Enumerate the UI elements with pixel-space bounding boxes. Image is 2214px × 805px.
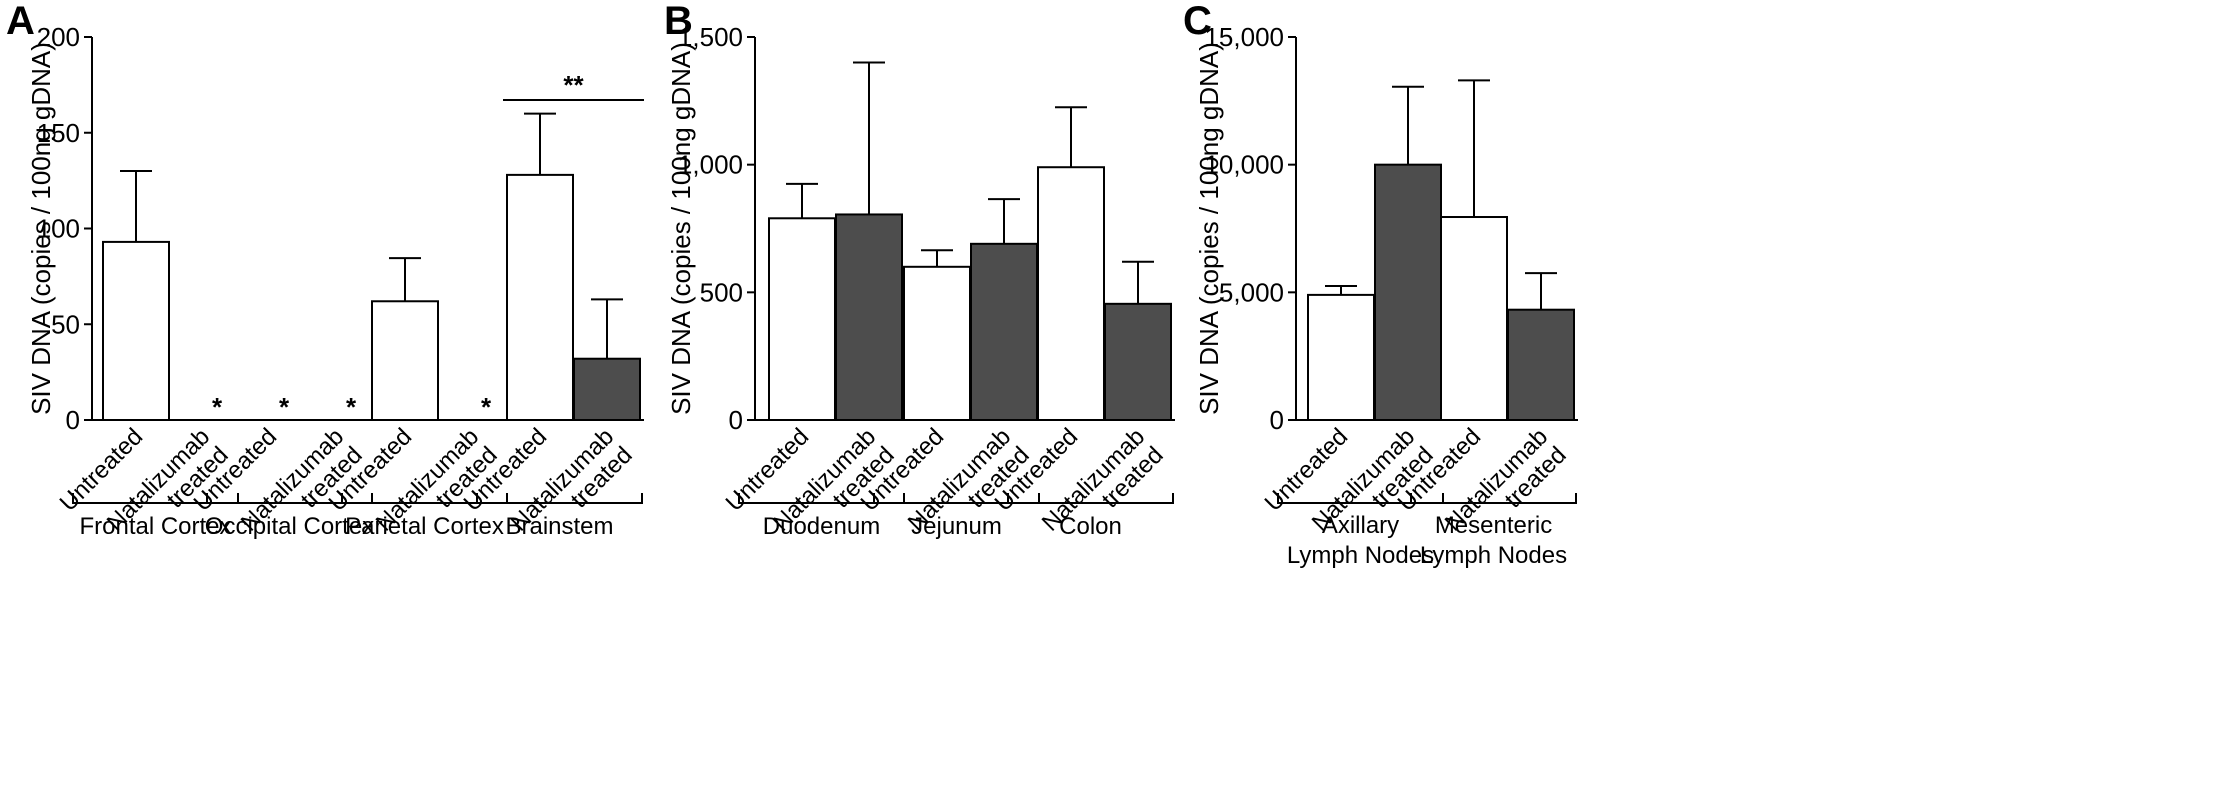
bar (506, 173, 574, 421)
significance-star: * (481, 392, 492, 422)
y-tick-label: 150 (37, 118, 80, 148)
y-tick-label: 50 (51, 309, 80, 339)
group-label: Jejunum (911, 513, 1002, 540)
bar (371, 300, 439, 421)
y-tick-label: 5,000 (1219, 277, 1284, 307)
bar (102, 240, 170, 421)
group-label: Axillary (1322, 512, 1399, 539)
group-bracket (1410, 493, 1577, 504)
y-tick-label: 1,000 (678, 150, 743, 180)
bar (768, 217, 836, 421)
y-tick-label: 15,000 (1204, 22, 1284, 52)
y-tick-label: 100 (37, 214, 80, 244)
significance-star: * (346, 392, 357, 422)
group-bracket (1007, 493, 1174, 504)
bar (903, 265, 971, 421)
bar (835, 213, 903, 421)
bar (1374, 163, 1442, 421)
y-tick-label: 200 (37, 22, 80, 52)
group-label: Occipital Cortex (205, 513, 374, 540)
panel-letter: A (6, 0, 35, 43)
group-label: Colon (1059, 513, 1122, 540)
bar (970, 242, 1038, 421)
panel-letter: B (664, 0, 693, 43)
bar (1104, 302, 1172, 421)
group-label: Duodenum (763, 513, 880, 540)
group-label: Brainstem (505, 513, 613, 540)
group-bracket (72, 493, 239, 504)
panel-letter: C (1183, 0, 1212, 43)
y-axis-title: SIV DNA (copies / 100ng gDNA) (26, 42, 56, 415)
group-bracket (476, 493, 643, 504)
group-label: Mesenteric (1435, 512, 1552, 539)
y-axis-title: SIV DNA (copies / 100ng gDNA) (666, 42, 696, 415)
bar (1440, 216, 1508, 421)
y-tick-label: 500 (700, 277, 743, 307)
significance-star: * (279, 392, 290, 422)
group-label: Lymph Nodes (1287, 542, 1434, 569)
y-tick-label: 0 (66, 405, 80, 435)
bar (1037, 166, 1105, 421)
bar (1307, 293, 1375, 421)
group-bracket (738, 493, 905, 504)
bar (573, 357, 641, 421)
y-tick-label: 0 (729, 405, 743, 435)
y-tick-label: 10,000 (1204, 150, 1284, 180)
y-tick-label: 0 (1270, 405, 1284, 435)
y-tick-label: 1,500 (678, 22, 743, 52)
significance-star: * (212, 392, 223, 422)
bar (1507, 308, 1575, 422)
group-label: Frontal Cortex (79, 513, 231, 540)
group-label: Lymph Nodes (1420, 542, 1567, 569)
y-axis-title: SIV DNA (copies / 100ng gDNA) (1194, 42, 1224, 415)
group-bracket (341, 493, 508, 504)
group-label: Parietal Cortex (345, 513, 504, 540)
group-bracket (873, 493, 1040, 504)
significance-label: ** (563, 70, 584, 100)
group-bracket (1277, 493, 1444, 504)
group-bracket (206, 493, 373, 504)
